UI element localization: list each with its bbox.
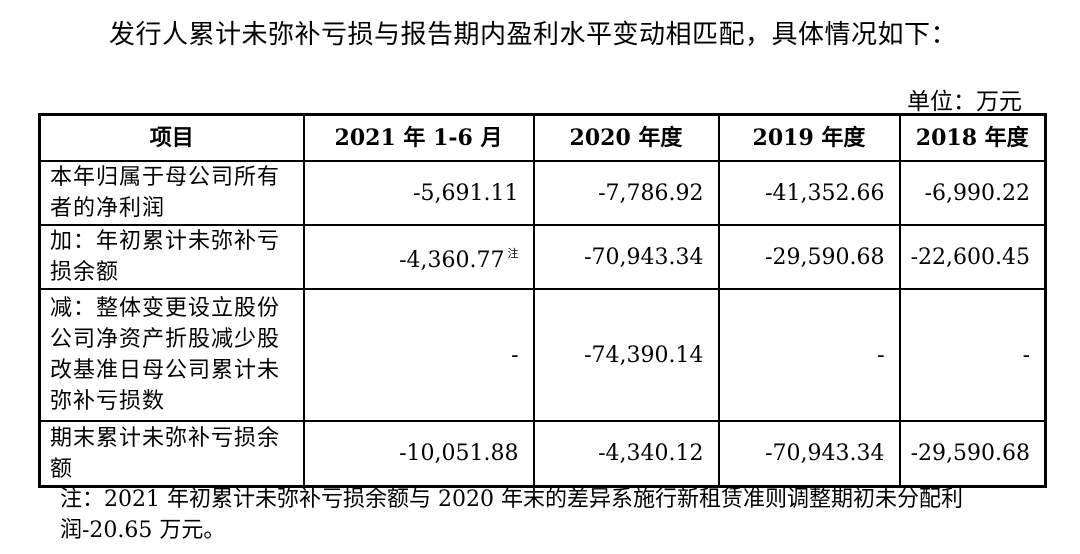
table-row: 本年归属于母公司所有者的净利润 -5,691.11 -7,786.92 -41,… [38, 160, 1047, 226]
cell-value: - [302, 288, 535, 422]
deficit-table: 项目 2021 年 1-6 月 2020 年度 2019 年度 2018 年度 … [38, 113, 1047, 488]
cell-value: -70,943.34 [532, 224, 720, 290]
header-2020: 2020 年度 [532, 113, 720, 162]
cell-value: - [898, 288, 1047, 422]
table-row: 加：年初累计未弥补亏损余额 -4,360.77 注 -70,943.34 -29,… [38, 224, 1047, 290]
cell-value: -4,340.12 [532, 420, 720, 488]
cell-value: -7,786.92 [532, 160, 720, 226]
row-label: 期末累计未弥补亏损余额 [38, 420, 305, 488]
row-label: 减：整体变更设立股份公司净资产折股减少股改基准日母公司累计未弥补亏损数 [38, 288, 305, 422]
cell-value: -29,590.68 [898, 420, 1047, 488]
cell-value: -29,590.68 [717, 224, 901, 290]
intro-text: 发行人累计未弥补亏损与报告期内盈利水平变动相匹配，具体情况如下： [109, 20, 958, 50]
cell-value: -5,691.11 [302, 160, 535, 226]
cell-value: - [717, 288, 901, 422]
header-2018: 2018 年度 [898, 113, 1047, 162]
cell-value: -10,051.88 [302, 420, 535, 488]
cell-value: -6,990.22 [898, 160, 1047, 226]
footnote-mark: 注 [507, 247, 519, 260]
cell-value: -41,352.66 [717, 160, 901, 226]
cell-value: -4,360.77 [399, 248, 505, 273]
table-row: 减：整体变更设立股份公司净资产折股减少股改基准日母公司累计未弥补亏损数 - -7… [38, 288, 1047, 422]
footnote-text: 注：2021 年初累计未弥补亏损余额与 2020 年末的差异系施行新租赁准则调整… [60, 487, 963, 543]
unit-label: 单位：万元 [907, 89, 1022, 115]
table-row: 期末累计未弥补亏损余额 -10,051.88 -4,340.12 -70,943… [38, 420, 1047, 488]
header-2019: 2019 年度 [717, 113, 901, 162]
row-label: 加：年初累计未弥补亏损余额 [38, 224, 305, 290]
header-2021h1: 2021 年 1-6 月 [302, 113, 535, 162]
row-label: 本年归属于母公司所有者的净利润 [38, 160, 305, 226]
table-header-row: 项目 2021 年 1-6 月 2020 年度 2019 年度 2018 年度 [38, 113, 1047, 162]
cell-value: -74,390.14 [532, 288, 720, 422]
header-item: 项目 [38, 113, 305, 162]
cell-value: -70,943.34 [717, 420, 901, 488]
cell-value: -22,600.45 [898, 224, 1047, 290]
cell-value-with-footnote: -4,360.77 注 [302, 224, 535, 290]
